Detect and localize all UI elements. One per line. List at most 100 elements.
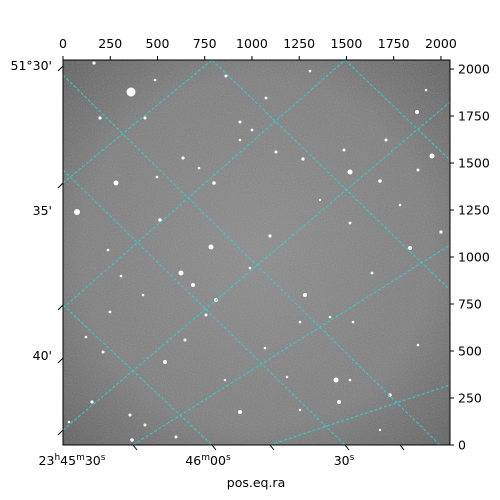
star bbox=[238, 120, 242, 124]
star bbox=[263, 346, 267, 350]
star bbox=[174, 435, 178, 439]
star bbox=[106, 248, 110, 252]
star bbox=[378, 179, 382, 183]
pixel-y-tick-label: 2000 bbox=[458, 62, 490, 77]
star bbox=[333, 377, 339, 383]
star bbox=[98, 116, 102, 120]
dec-tick-label: 35' bbox=[33, 203, 52, 218]
ra-tick-label: 23h45m30s bbox=[39, 453, 106, 468]
star bbox=[158, 218, 162, 222]
sky-image bbox=[63, 60, 450, 445]
star bbox=[416, 343, 420, 347]
ra-tick-mark bbox=[344, 444, 350, 451]
star bbox=[143, 116, 147, 120]
grid-line bbox=[63, 60, 346, 309]
star bbox=[108, 310, 112, 314]
star bbox=[348, 221, 352, 225]
star bbox=[204, 313, 208, 317]
pixel-y-tick-label: 750 bbox=[458, 297, 482, 312]
ra-tick-label: 46m00s bbox=[185, 453, 231, 468]
pixel-y-tick-label: 250 bbox=[458, 391, 482, 406]
star bbox=[197, 166, 201, 170]
star bbox=[155, 175, 159, 179]
star bbox=[439, 230, 443, 234]
star bbox=[84, 335, 88, 339]
star bbox=[342, 148, 346, 152]
star bbox=[90, 400, 94, 404]
grid-line bbox=[63, 169, 346, 445]
star bbox=[67, 420, 71, 424]
star bbox=[130, 438, 134, 442]
star bbox=[301, 157, 305, 161]
dec-tick-mark bbox=[57, 429, 64, 436]
star bbox=[224, 74, 228, 78]
star bbox=[303, 293, 307, 297]
pixel-x-tick-label: 500 bbox=[146, 36, 170, 51]
pixel-y-tick-label: 1250 bbox=[458, 203, 490, 218]
star bbox=[285, 375, 289, 379]
pixel-x-tick-label: 1250 bbox=[283, 36, 315, 51]
star bbox=[337, 400, 341, 404]
pixel-x-tick-label: 1750 bbox=[378, 36, 410, 51]
pixel-y-tick-label: 500 bbox=[458, 344, 482, 359]
dec-tick-mark bbox=[57, 357, 64, 364]
stars-layer bbox=[67, 61, 443, 442]
star bbox=[398, 203, 402, 207]
star bbox=[101, 350, 105, 354]
star bbox=[378, 428, 382, 432]
pixel-x-tick-label: 0 bbox=[59, 36, 67, 51]
pixel-x-axis-top: 0 250 500 750 1000 1250 1500 1750 2000 bbox=[59, 36, 457, 60]
star bbox=[416, 168, 420, 172]
star bbox=[298, 408, 302, 412]
grid-line bbox=[63, 101, 450, 431]
ra-tick-label: 30s bbox=[334, 453, 355, 468]
grid-line bbox=[269, 384, 450, 445]
star bbox=[274, 150, 278, 154]
grid-line bbox=[344, 60, 450, 161]
star bbox=[429, 153, 435, 159]
x-axis-label: pos.eq.ra bbox=[227, 475, 285, 490]
star bbox=[348, 378, 352, 382]
ra-tick-mark bbox=[269, 444, 275, 451]
dec-tick-mark bbox=[57, 182, 64, 189]
pixel-x-tick-label: 1000 bbox=[236, 36, 268, 51]
star bbox=[268, 234, 272, 238]
star bbox=[119, 274, 123, 278]
grid-line bbox=[63, 74, 441, 445]
pixel-y-axis-right: 0 250 500 750 1000 1250 1500 1750 2000 bbox=[450, 62, 490, 453]
star bbox=[318, 198, 322, 202]
dec-axis-left: 51°30' 35' 40' bbox=[11, 58, 64, 436]
star bbox=[183, 338, 187, 342]
star bbox=[238, 138, 242, 142]
star bbox=[113, 180, 119, 186]
star bbox=[92, 61, 96, 65]
star bbox=[415, 110, 419, 114]
pixel-y-tick-label: 1500 bbox=[458, 156, 490, 171]
star bbox=[308, 69, 312, 73]
star bbox=[238, 410, 242, 414]
star bbox=[347, 169, 353, 175]
star bbox=[408, 246, 412, 250]
star bbox=[128, 413, 132, 417]
dec-tick-label: 51°30' bbox=[11, 58, 53, 73]
coordinate-grid bbox=[63, 60, 450, 445]
star bbox=[191, 283, 195, 287]
star bbox=[153, 78, 157, 82]
star bbox=[208, 244, 214, 250]
pixel-y-tick-label: 0 bbox=[458, 438, 466, 453]
ra-tick-mark bbox=[399, 444, 405, 451]
star bbox=[264, 96, 268, 100]
star bbox=[298, 320, 302, 324]
star bbox=[248, 266, 252, 270]
star bbox=[141, 293, 145, 297]
dec-tick-label: 40' bbox=[33, 348, 52, 363]
plot-frame bbox=[62, 59, 451, 446]
pixel-x-tick-label: 1500 bbox=[331, 36, 363, 51]
pixel-y-tick-label: 1000 bbox=[458, 250, 490, 265]
star bbox=[351, 320, 355, 324]
star bbox=[384, 138, 388, 142]
star bbox=[328, 315, 332, 319]
star bbox=[212, 181, 216, 185]
star bbox=[424, 88, 428, 92]
